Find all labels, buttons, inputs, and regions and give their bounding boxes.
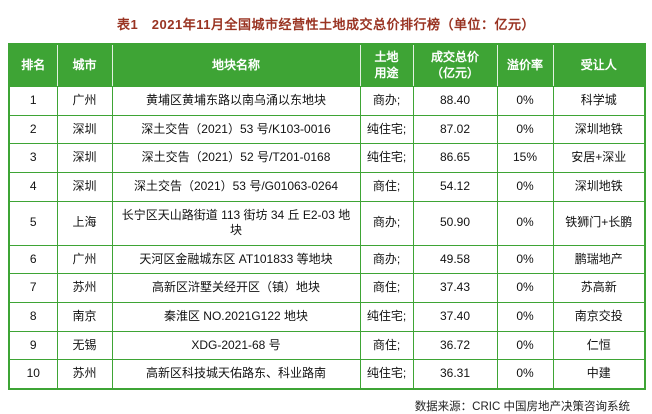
col-city: 城市 [57,44,113,88]
total-price-cell: 88.40 [412,86,498,116]
land-use-cell: 商住; [359,273,414,303]
table-row: 9 无锡 XDG-2021-68 号 商住; 36.72 0% 仁恒 [8,330,646,361]
plot-name-cell: XDG-2021-68 号 [111,330,361,361]
premium-rate-cell: 0% [496,244,554,275]
plot-name-cell: 黄埔区黄埔东路以南乌涌以东地块 [111,86,361,116]
city-cell: 深圳 [56,143,113,173]
rank-cell: 8 [8,301,58,332]
city-cell: 广州 [56,86,113,116]
transferee-cell: 深圳地铁 [552,171,646,202]
land-use-cell: 纯住宅; [359,301,414,332]
plot-name-cell: 秦淮区 NO.2021G122 地块 [111,301,361,332]
transferee-cell: 铁狮门+长鹏 [552,200,646,246]
premium-rate-cell: 15% [496,143,554,173]
total-price-cell: 37.40 [412,301,498,332]
transferee-cell: 仁恒 [552,330,646,361]
rank-cell: 7 [8,273,58,303]
city-cell: 上海 [56,200,113,246]
total-price-cell: 50.90 [412,200,498,246]
total-price-cell: 37.43 [412,273,498,303]
table-row: 6 广州 天河区金融城东区 AT101833 等地块 商办; 49.58 0% … [8,244,646,275]
col-rank: 排名 [9,44,58,88]
total-price-cell: 49.58 [412,244,498,275]
transferee-cell: 南京交投 [552,301,646,332]
plot-name-cell: 高新区浒墅关经开区（镇）地块 [111,273,361,303]
city-cell: 南京 [56,301,113,332]
plot-name-cell: 深土交告（2021）53 号/K103-0016 [111,114,361,145]
total-price-cell: 36.31 [412,359,498,390]
city-cell: 深圳 [56,114,113,145]
table-title: 表1 2021年11月全国城市经营性土地成交总价排行榜（单位：亿元） [117,17,535,32]
total-price-cell: 36.72 [412,330,498,361]
rank-cell: 4 [8,171,58,202]
col-transferee: 受让人 [553,44,646,88]
transferee-cell: 科学城 [552,86,646,116]
plot-name-cell: 高新区科技城天佑路东、科业路南 [111,359,361,390]
total-price-cell: 86.65 [412,143,498,173]
transferee-cell: 中建 [552,359,646,390]
land-use-cell: 纯住宅; [359,143,414,173]
rank-cell: 3 [8,143,58,173]
premium-rate-cell: 0% [496,301,554,332]
total-price-cell: 54.12 [412,171,498,202]
total-price-cell: 87.02 [412,114,498,145]
transferee-cell: 安居+深业 [552,143,646,173]
land-use-cell: 商住; [359,171,414,202]
premium-rate-cell: 0% [496,171,554,202]
city-cell: 深圳 [56,171,113,202]
plot-name-cell: 深土交告（2021）53 号/G01063-0264 [111,171,361,202]
col-total-price: 成交总价 （亿元） [413,44,498,88]
land-ranking-table: 排名 城市 地块名称 土地 用途 成交总价 （亿元） 溢价率 受让人 1 广州 … [8,43,646,390]
rank-cell: 10 [8,359,58,390]
transferee-cell: 深圳地铁 [552,114,646,145]
city-cell: 广州 [56,244,113,275]
land-use-cell: 纯住宅; [359,114,414,145]
rank-cell: 5 [8,200,58,246]
transferee-cell: 苏高新 [552,273,646,303]
city-cell: 苏州 [56,273,113,303]
premium-rate-cell: 0% [496,86,554,116]
table-row: 1 广州 黄埔区黄埔东路以南乌涌以东地块 商办; 88.40 0% 科学城 [8,86,646,116]
col-land-use: 土地 用途 [360,44,414,88]
data-source-note: 数据来源：CRIC 中国房地产决策咨询系统 [414,400,630,413]
rank-cell: 1 [8,86,58,116]
table-row: 2 深圳 深土交告（2021）53 号/K103-0016 纯住宅; 87.02… [8,114,646,145]
rank-cell: 9 [8,330,58,361]
plot-name-cell: 深土交告（2021）52 号/T201-0168 [111,143,361,173]
table-row: 5 上海 长宁区天山路街道 113 街坊 34 丘 E2-03 地块 商办; 5… [8,200,646,246]
premium-rate-cell: 0% [496,114,554,145]
city-cell: 无锡 [56,330,113,361]
land-use-cell: 商住; [359,330,414,361]
city-cell: 苏州 [56,359,113,390]
land-use-cell: 商办; [359,200,414,246]
premium-rate-cell: 0% [496,200,554,246]
transferee-cell: 鹏瑞地产 [552,244,646,275]
land-use-cell: 商办; [359,244,414,275]
table-row: 3 深圳 深土交告（2021）52 号/T201-0168 纯住宅; 86.65… [8,143,646,173]
table-row: 8 南京 秦淮区 NO.2021G122 地块 纯住宅; 37.40 0% 南京… [8,301,646,332]
premium-rate-cell: 0% [496,359,554,390]
header-row: 排名 城市 地块名称 土地 用途 成交总价 （亿元） 溢价率 受让人 [9,44,646,88]
rank-cell: 2 [8,114,58,145]
table-row: 4 深圳 深土交告（2021）53 号/G01063-0264 商住; 54.1… [8,171,646,202]
plot-name-cell: 天河区金融城东区 AT101833 等地块 [111,244,361,275]
table-row: 7 苏州 高新区浒墅关经开区（镇）地块 商住; 37.43 0% 苏高新 [8,273,646,303]
col-premium-rate: 溢价率 [497,44,554,88]
table-row: 10 苏州 高新区科技城天佑路东、科业路南 纯住宅; 36.31 0% 中建 [8,359,646,390]
land-use-cell: 商办; [359,86,414,116]
rank-cell: 6 [8,244,58,275]
col-plot-name: 地块名称 [112,44,361,88]
premium-rate-cell: 0% [496,330,554,361]
premium-rate-cell: 0% [496,273,554,303]
plot-name-cell: 长宁区天山路街道 113 街坊 34 丘 E2-03 地块 [111,200,361,246]
land-use-cell: 纯住宅; [359,359,414,390]
